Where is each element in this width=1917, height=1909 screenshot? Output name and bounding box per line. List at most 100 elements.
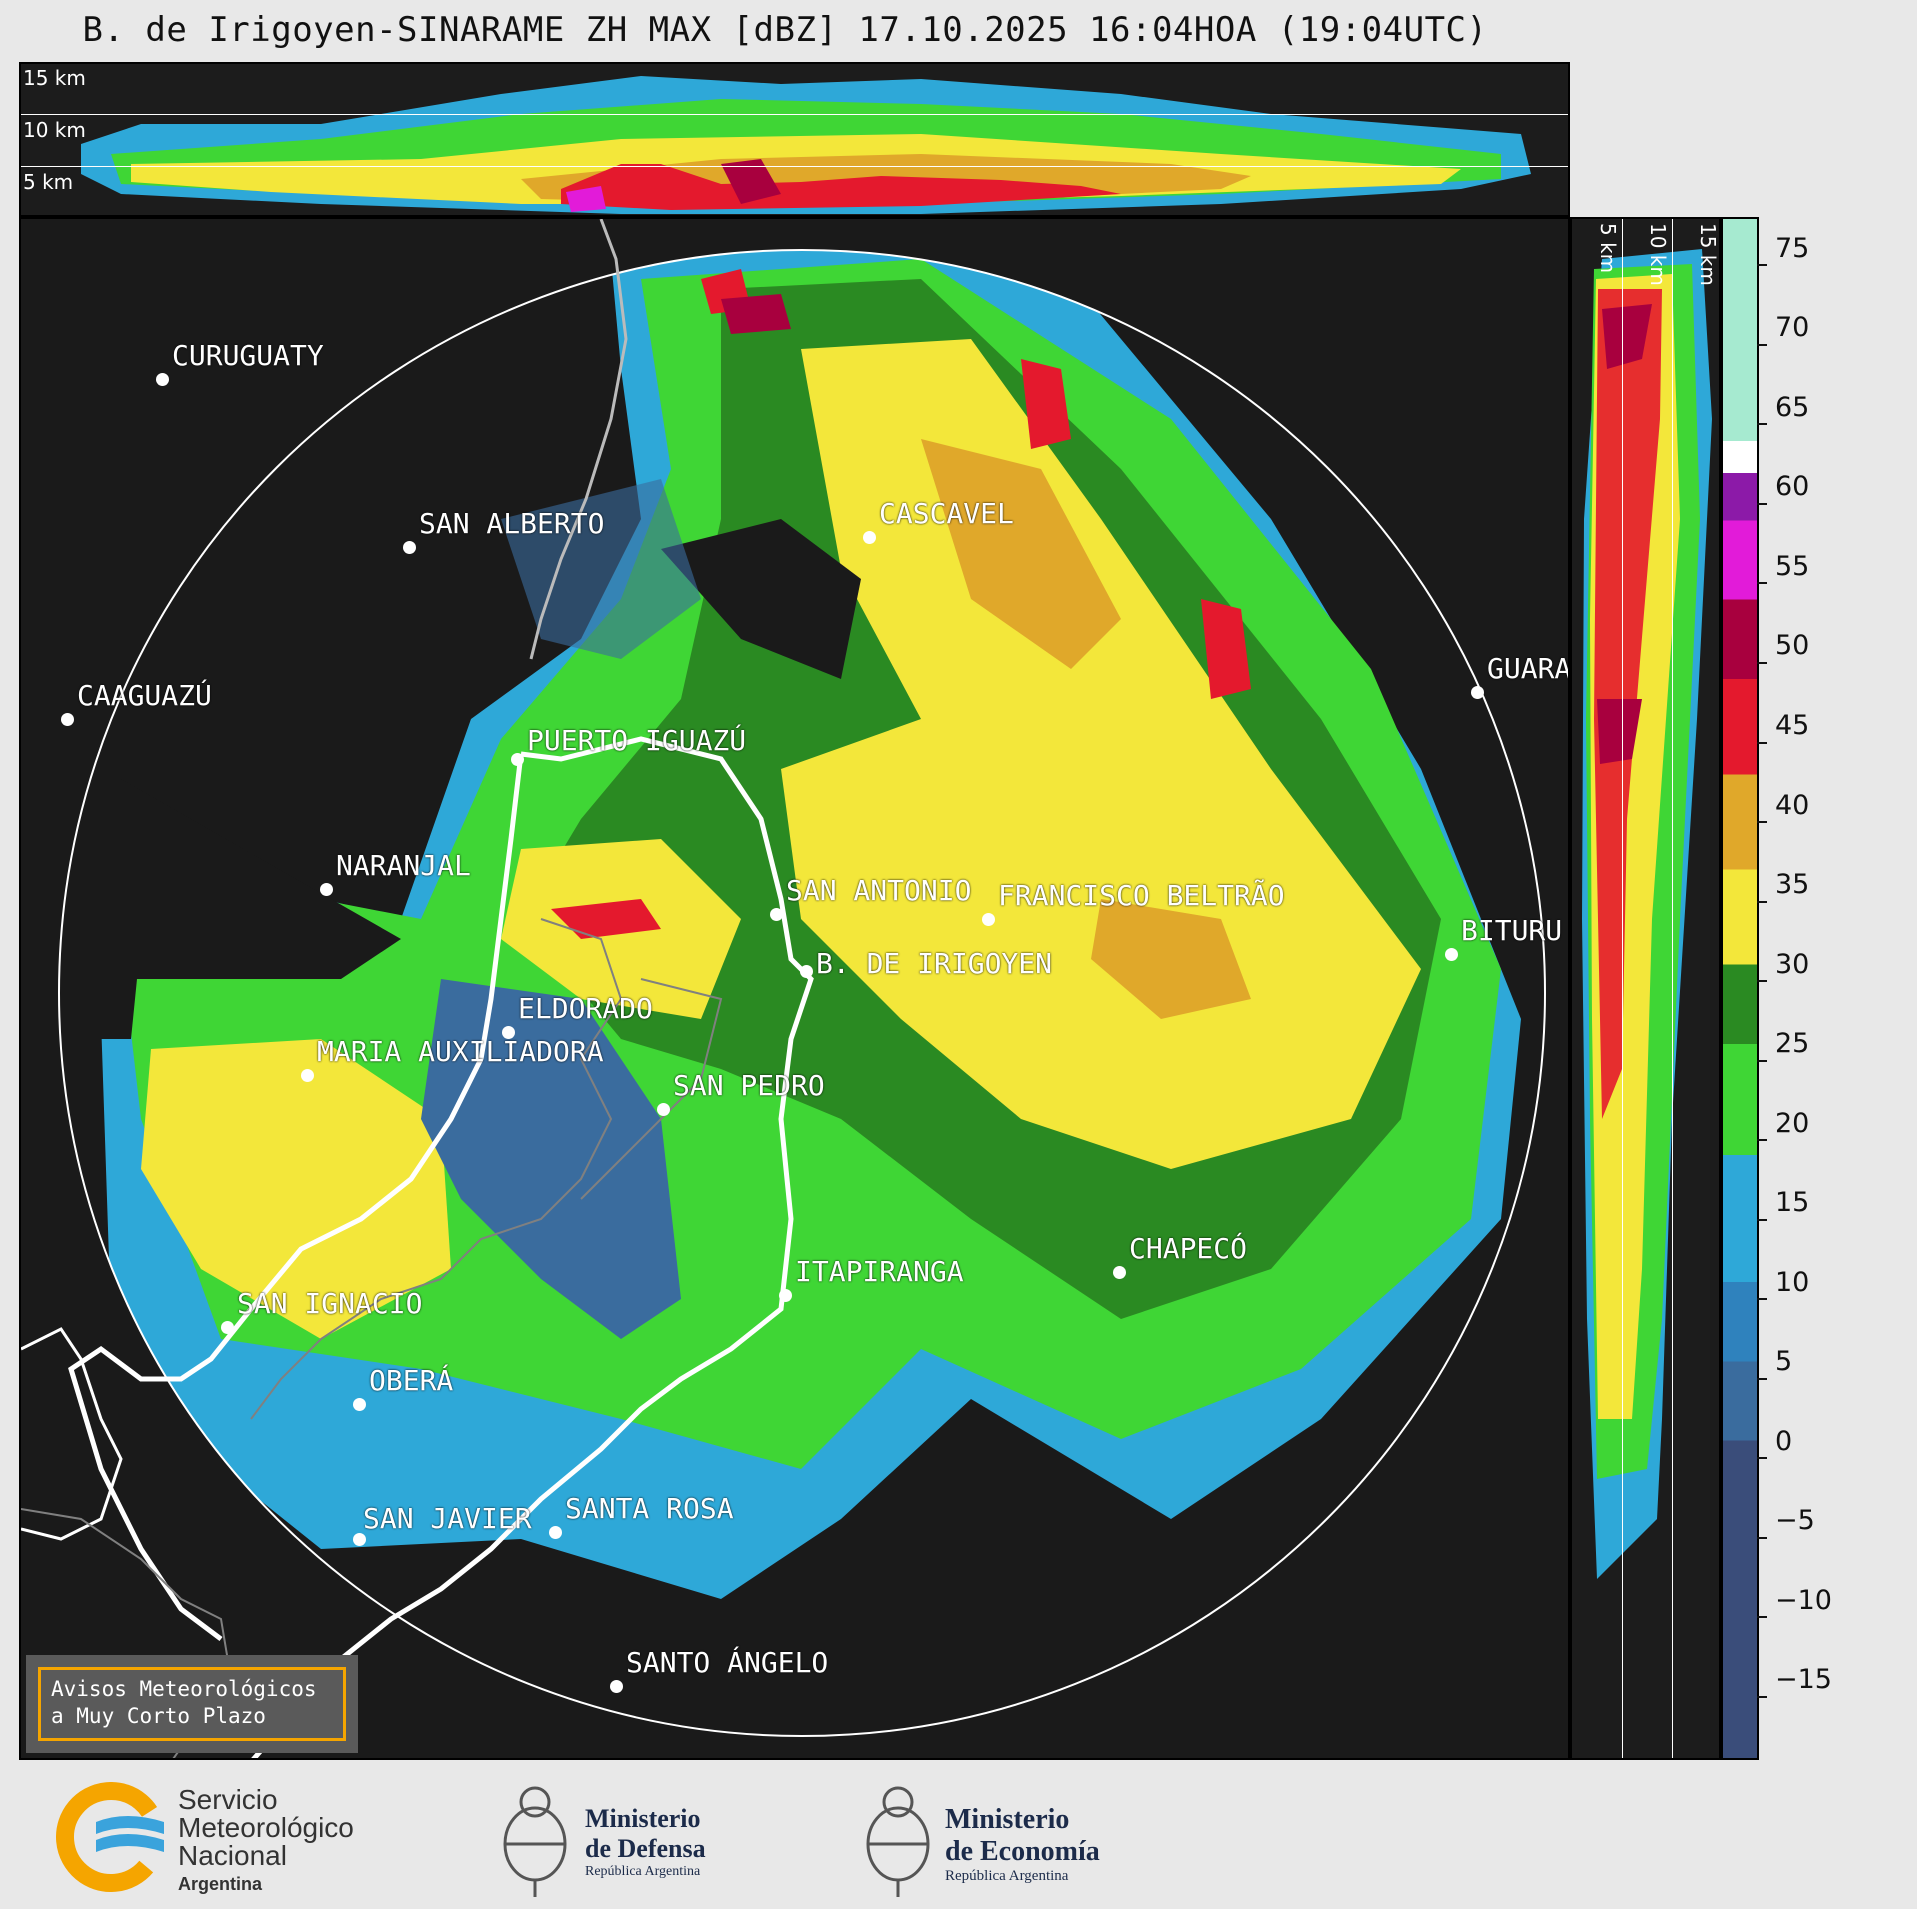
economia-line-2: de Economía xyxy=(945,1836,1100,1867)
city-label-eldorado: ELDORADO xyxy=(518,992,653,1025)
city-dot-bituru xyxy=(1445,948,1458,961)
colorbar-tick: 15 xyxy=(1756,1187,1809,1234)
department-boundaries-2 xyxy=(580,978,723,1200)
defensa-line-2: de Defensa xyxy=(585,1834,706,1863)
smn-line-2: Meteorológico xyxy=(178,1812,354,1843)
city-label-san-antonio: SAN ANTONIO xyxy=(786,874,972,907)
city-dot-b-de-irigoyen xyxy=(800,965,813,978)
alt-line-v-15 xyxy=(1672,219,1673,1758)
border-corrientes xyxy=(21,1327,123,1541)
colorbar-tick-label: 60 xyxy=(1775,471,1810,503)
colorbar-tick-label: −15 xyxy=(1775,1664,1832,1696)
colorbar-tick: 25 xyxy=(1756,1028,1809,1075)
colorbar-tick: 30 xyxy=(1756,949,1809,996)
range-ring xyxy=(58,249,1546,1737)
colorbar-tick-label: 70 xyxy=(1775,312,1810,344)
colorbar-tick-label: 25 xyxy=(1775,1028,1810,1060)
colorbar-tick-label: 15 xyxy=(1775,1187,1810,1219)
city-label-cascavel: CASCAVEL xyxy=(879,497,1014,530)
colorbar-tick-label: 10 xyxy=(1775,1266,1810,1298)
border-misiones-paraguay xyxy=(68,753,524,1641)
colorbar-tick: 55 xyxy=(1756,551,1809,598)
footer-logos: Servicio Meteorológico Nacional Argentin… xyxy=(0,1760,1917,1909)
colorbar-tick-label: −5 xyxy=(1775,1505,1815,1537)
alt-line-10km xyxy=(21,114,1568,115)
border-misiones-brazil xyxy=(251,736,814,1758)
defensa-line-3: República Argentina xyxy=(585,1864,701,1879)
defensa-coat-of-arms-icon xyxy=(503,1786,567,1897)
city-label-san-javier: SAN JAVIER xyxy=(363,1502,532,1535)
colorbar-tick-label: 0 xyxy=(1775,1425,1793,1457)
city-label-b-de-irigoyen: B. DE IRIGOYEN xyxy=(816,947,1053,980)
city-label-san-ignacio: SAN IGNACIO xyxy=(237,1287,423,1320)
economia-wordmark: Ministerio de Economía República Argenti… xyxy=(945,1804,1100,1885)
dbz-colorbar xyxy=(1721,217,1759,1760)
colorbar-tick-label: 30 xyxy=(1775,948,1810,980)
notice-line-2: a Muy Corto Plazo xyxy=(51,1704,266,1728)
colorbar-tick: −10 xyxy=(1757,1585,1832,1632)
city-label-curuguaty: CURUGUATY xyxy=(172,339,324,372)
city-dot-itapiranga xyxy=(779,1289,792,1302)
city-dot-san-antonio xyxy=(770,908,783,921)
city-dot-cascavel xyxy=(863,531,876,544)
colorbar-tick: −15 xyxy=(1757,1664,1832,1711)
city-label-caaguazu: CAAGUAZÚ xyxy=(77,679,212,712)
economia-line-3: República Argentina xyxy=(945,1868,1069,1884)
alt-label-v15: 15 km xyxy=(1696,223,1720,286)
city-dot-chapeco xyxy=(1113,1266,1126,1279)
city-label-puerto-iguazu: PUERTO IGUAZÚ xyxy=(527,724,747,757)
map-title: B. de Irigoyen-SINARAME ZH MAX [dBZ] 17.… xyxy=(82,10,1488,50)
colorbar-tick: 45 xyxy=(1756,710,1809,757)
city-dot-san-pedro xyxy=(657,1103,670,1116)
alt-label-5: 5 km xyxy=(23,170,74,194)
colorbar-tick: 40 xyxy=(1756,790,1809,837)
colorbar-tick: 0 xyxy=(1756,1426,1792,1473)
city-dot-maria-auxiliadora xyxy=(301,1069,314,1082)
colorbar-tick-label: 75 xyxy=(1775,232,1810,264)
city-label-naranjal: NARANJAL xyxy=(336,849,471,882)
colorbar-tick-label: 55 xyxy=(1775,550,1810,582)
top-echo-profile xyxy=(81,76,1531,214)
alt-label-v10: 10 km xyxy=(1646,223,1670,286)
alt-label-v5: 5 km xyxy=(1596,223,1620,274)
colorbar-tick-label: 45 xyxy=(1775,710,1810,742)
economia-line-1: Ministerio xyxy=(945,1804,1070,1835)
alt-label-10: 10 km xyxy=(23,118,86,142)
city-label-santo-angelo: SANTO ÁNGELO xyxy=(626,1646,829,1679)
smn-logo-icon xyxy=(56,1782,166,1892)
city-dot-curuguaty xyxy=(156,373,169,386)
colorbar-tick: 20 xyxy=(1756,1108,1809,1155)
city-dot-san-javier xyxy=(353,1533,366,1546)
colorbar-tick: 65 xyxy=(1756,392,1809,439)
colorbar-tick-label: 35 xyxy=(1775,869,1810,901)
colorbar-tick: −5 xyxy=(1757,1505,1815,1552)
top-cross-section: 15 km 10 km 5 km xyxy=(19,62,1570,217)
city-dot-san-alberto xyxy=(403,541,416,554)
economia-coat-of-arms-icon xyxy=(866,1786,930,1897)
colorbar-tick-label: 5 xyxy=(1775,1346,1793,1378)
alt-label-15: 15 km xyxy=(23,66,86,90)
colorbar-tick: 75 xyxy=(1756,233,1809,280)
city-label-francisco-beltrao: FRANCISCO BELTRÃO xyxy=(998,879,1285,912)
city-dot-santo-angelo xyxy=(610,1680,623,1693)
right-echo-profile xyxy=(1582,249,1712,1579)
colorbar-tick-label: 40 xyxy=(1775,789,1810,821)
colorbar-tick: 35 xyxy=(1756,869,1809,916)
defensa-wordmark: Ministerio de Defensa República Argentin… xyxy=(585,1804,706,1880)
city-dot-san-ignacio xyxy=(221,1321,234,1334)
colorbar-tick: 50 xyxy=(1756,630,1809,677)
colorbar-tick-label: 50 xyxy=(1775,630,1810,662)
border-paraguay xyxy=(529,219,628,660)
alt-line-5km xyxy=(21,166,1568,167)
notice-line-1: Avisos Meteorológicos xyxy=(51,1677,317,1701)
short-term-warnings-box: Avisos Meteorológicos a Muy Corto Plazo xyxy=(26,1655,358,1753)
colorbar-tick: 70 xyxy=(1756,312,1809,359)
colorbar-tick-labels: 75 70 65 60 55 50 45 40 35 30 25 20 15 10 5 0 −5 −10 −15 xyxy=(1756,217,1879,1760)
colorbar-tick: 10 xyxy=(1756,1267,1809,1314)
city-label-bituru: BITURU xyxy=(1461,914,1563,947)
city-dot-naranjal xyxy=(320,883,333,896)
smn-wordmark: Servicio Meteorológico Nacional Argentin… xyxy=(178,1786,354,1898)
city-label-santa-rosa: SANTA ROSA xyxy=(565,1492,734,1525)
city-dot-caaguazu xyxy=(61,713,74,726)
smn-line-3: Nacional xyxy=(178,1840,287,1871)
